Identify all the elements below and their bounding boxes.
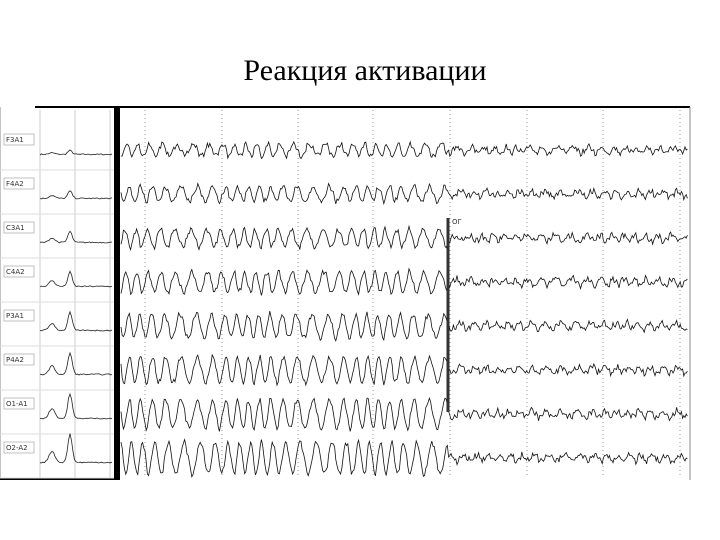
channel-label: F3A1 — [6, 136, 24, 144]
channel-label-box — [3, 177, 35, 190]
channel-label-box — [3, 265, 35, 278]
eeg-trace — [120, 397, 688, 432]
channel-label-box — [3, 221, 35, 234]
event-label: ОГ — [452, 218, 462, 226]
slide-title: Реакция активации — [243, 54, 486, 87]
time-grid — [144, 110, 681, 478]
channel-label: O1-A1 — [6, 400, 28, 408]
eeg-trace — [120, 267, 688, 296]
eeg-trace — [120, 438, 688, 479]
channel-label: C3A1 — [6, 224, 25, 232]
spectrum — [39, 270, 113, 288]
channel-label: F4A2 — [6, 180, 24, 188]
spectrum — [39, 190, 113, 200]
panel-divider — [114, 107, 120, 480]
spectrum — [39, 392, 113, 420]
eeg-trace — [120, 311, 688, 342]
channel-label: P4A2 — [6, 356, 24, 364]
eeg-traces — [120, 140, 688, 479]
spectrum — [39, 149, 113, 156]
spectrum — [39, 433, 113, 464]
channel-label: O2-A2 — [6, 444, 28, 452]
eeg-frame — [0, 107, 690, 480]
eeg-trace — [120, 140, 688, 160]
channel-label: P3A1 — [6, 312, 24, 320]
channel-label-box — [3, 397, 35, 410]
spectrum — [39, 351, 113, 376]
spectra-panel: F3A1 F4A2 C3A1 C4A2 P3A1 P4A2 O1-A1 O2-A2 — [0, 110, 114, 479]
channel-label-box — [3, 309, 35, 322]
channel-label-box — [3, 441, 35, 454]
eeg-trace — [120, 353, 688, 387]
channel-label-box — [3, 133, 35, 146]
eeg-trace — [120, 224, 688, 252]
channel-label-box — [3, 353, 35, 366]
eeg-trace — [120, 182, 688, 206]
spectrum — [39, 230, 113, 244]
spectrum — [39, 310, 113, 332]
channel-label: C4A2 — [6, 268, 25, 276]
